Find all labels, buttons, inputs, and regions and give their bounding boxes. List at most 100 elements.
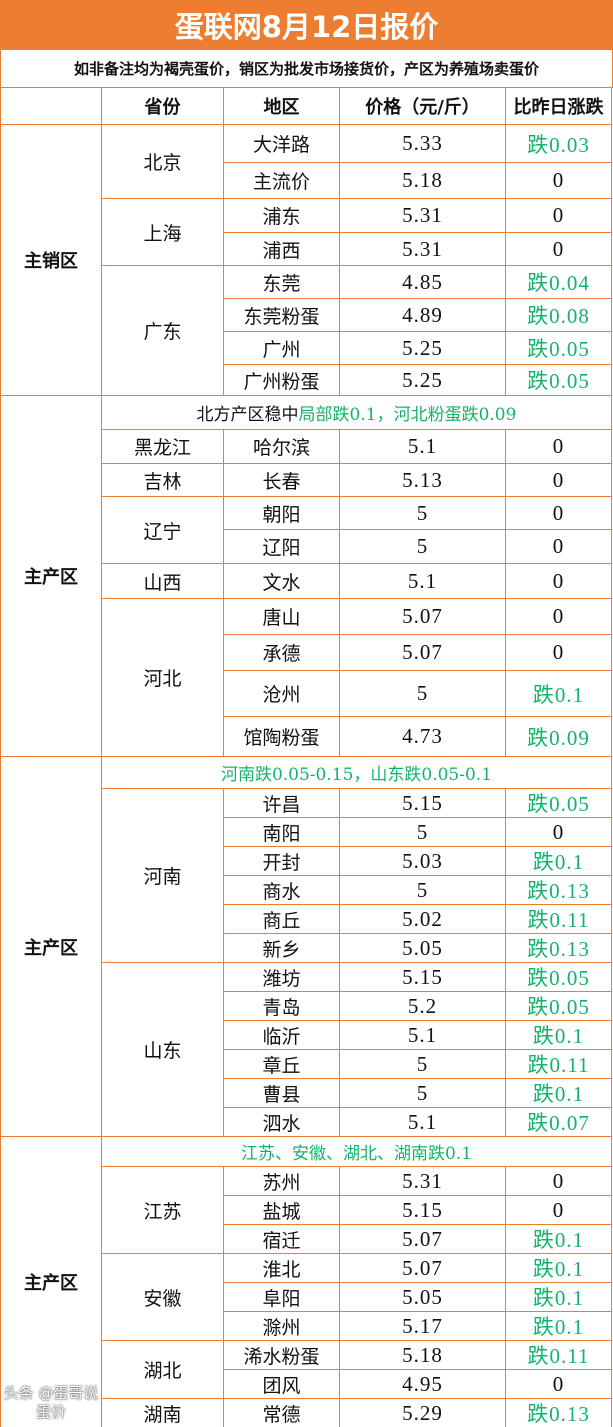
price-cell: 4.73 — [340, 717, 506, 757]
change-cell: 跌0.1 — [506, 671, 612, 717]
district-cell: 泗水 — [224, 1108, 340, 1137]
header-province: 省份 — [102, 88, 224, 125]
district-cell: 阜阳 — [224, 1283, 340, 1312]
price-cell: 5.1 — [340, 1021, 506, 1050]
change-cell: 0 — [506, 430, 612, 464]
change-cell: 0 — [506, 1167, 612, 1196]
price-cell: 5 — [340, 497, 506, 530]
province-cell: 辽宁 — [102, 497, 224, 564]
price-cell: 5.13 — [340, 464, 506, 497]
change-cell: 跌0.08 — [506, 299, 612, 332]
district-cell: 浦东 — [224, 199, 340, 233]
price-cell: 5.18 — [340, 163, 506, 199]
price-cell: 5.03 — [340, 847, 506, 876]
change-cell: 0 — [506, 233, 612, 266]
change-cell: 跌0.1 — [506, 847, 612, 876]
district-cell: 商水 — [224, 876, 340, 905]
change-cell: 跌0.05 — [506, 963, 612, 992]
district-cell: 辽阳 — [224, 530, 340, 564]
change-cell: 0 — [506, 199, 612, 233]
district-cell: 新乡 — [224, 934, 340, 963]
change-cell: 0 — [506, 530, 612, 564]
province-cell: 北京 — [102, 125, 224, 199]
province-cell: 吉林 — [102, 464, 224, 497]
district-cell: 曹县 — [224, 1079, 340, 1108]
section-note: 江苏、安徽、湖北、湖南跌0.1 — [102, 1137, 612, 1167]
district-cell: 许昌 — [224, 789, 340, 818]
change-cell: 跌0.13 — [506, 934, 612, 963]
district-cell: 浠水粉蛋 — [224, 1341, 340, 1370]
price-cell: 5.1 — [340, 564, 506, 599]
district-cell: 馆陶粉蛋 — [224, 717, 340, 757]
province-cell: 上海 — [102, 199, 224, 266]
header-price: 价格（元/斤） — [340, 88, 506, 125]
district-cell: 唐山 — [224, 599, 340, 635]
district-cell: 盐城 — [224, 1196, 340, 1225]
section-note: 河南跌0.05-0.15，山东跌0.05-0.1 — [102, 757, 612, 789]
price-cell: 4.95 — [340, 1370, 506, 1399]
price-cell: 5.33 — [340, 125, 506, 163]
province-cell: 黑龙江 — [102, 430, 224, 464]
price-cell: 5.15 — [340, 789, 506, 818]
note-part: 江苏、安徽、湖北、湖南跌0.1 — [240, 1144, 473, 1164]
change-cell: 跌0.05 — [506, 992, 612, 1021]
change-cell: 跌0.05 — [506, 365, 612, 396]
price-cell: 5.31 — [340, 1167, 506, 1196]
change-cell: 跌0.13 — [506, 1399, 612, 1427]
district-cell: 团风 — [224, 1370, 340, 1399]
price-cell: 5.2 — [340, 992, 506, 1021]
price-cell: 5.07 — [340, 635, 506, 671]
province-cell: 山西 — [102, 564, 224, 599]
change-cell: 0 — [506, 464, 612, 497]
province-cell: 河南 — [102, 789, 224, 963]
change-cell: 跌0.05 — [506, 789, 612, 818]
district-cell: 沧州 — [224, 671, 340, 717]
note-part: 河南跌0.05-0.15，山东跌0.05-0.1 — [220, 765, 493, 785]
district-cell: 开封 — [224, 847, 340, 876]
district-cell: 苏州 — [224, 1167, 340, 1196]
district-cell: 南阳 — [224, 818, 340, 847]
district-cell: 哈尔滨 — [224, 430, 340, 464]
district-cell: 商丘 — [224, 905, 340, 934]
change-cell: 跌0.11 — [506, 1050, 612, 1079]
change-cell: 0 — [506, 635, 612, 671]
district-cell: 章丘 — [224, 1050, 340, 1079]
price-cell: 5.18 — [340, 1341, 506, 1370]
province-cell: 广东 — [102, 266, 224, 396]
change-cell: 跌0.11 — [506, 1341, 612, 1370]
region-cell: 主产区 — [0, 757, 102, 1137]
change-cell: 跌0.1 — [506, 1312, 612, 1341]
change-cell: 跌0.04 — [506, 266, 612, 299]
district-cell: 宿迁 — [224, 1225, 340, 1254]
price-cell: 5.25 — [340, 365, 506, 396]
price-cell: 5 — [340, 1079, 506, 1108]
district-cell: 临沂 — [224, 1021, 340, 1050]
price-cell: 5.07 — [340, 599, 506, 635]
change-cell: 跌0.03 — [506, 125, 612, 163]
district-cell: 浦西 — [224, 233, 340, 266]
watermark: 头条 @蛋哥说蛋价 — [3, 1384, 99, 1421]
price-cell: 5 — [340, 671, 506, 717]
price-cell: 5.29 — [340, 1399, 506, 1427]
change-cell: 跌0.13 — [506, 876, 612, 905]
header-district: 地区 — [224, 88, 340, 125]
price-cell: 5 — [340, 530, 506, 564]
header-region — [0, 88, 102, 125]
district-cell: 东莞粉蛋 — [224, 299, 340, 332]
change-cell: 跌0.05 — [506, 332, 612, 365]
price-cell: 4.85 — [340, 266, 506, 299]
region-cell: 主产区 — [0, 396, 102, 757]
price-cell: 4.89 — [340, 299, 506, 332]
district-cell: 主流价 — [224, 163, 340, 199]
note-part: 北方产区稳中 — [196, 405, 299, 425]
region-cell: 主产区 — [0, 1137, 102, 1427]
change-cell: 0 — [506, 564, 612, 599]
district-cell: 大洋路 — [224, 125, 340, 163]
price-cell: 5.17 — [340, 1312, 506, 1341]
district-cell: 朝阳 — [224, 497, 340, 530]
change-cell: 0 — [506, 1370, 612, 1399]
province-cell: 安徽 — [102, 1254, 224, 1341]
district-cell: 东莞 — [224, 266, 340, 299]
price-cell: 5.1 — [340, 1108, 506, 1137]
